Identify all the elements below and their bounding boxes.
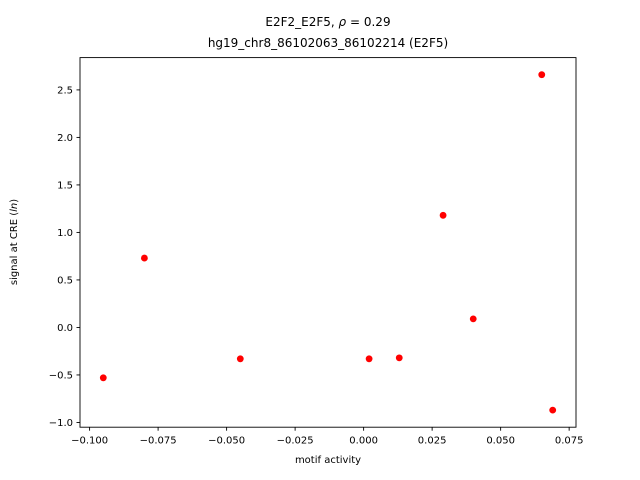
x-tick-label: 0.050 (486, 436, 515, 447)
x-axis-label: motif activity (295, 455, 361, 466)
y-tick-label: 1.0 (57, 228, 73, 239)
y-axis-label: signal at CRE (ln) (9, 199, 20, 285)
data-point (549, 406, 557, 414)
data-point (99, 374, 107, 382)
axis-ticks-group: −0.100 −0.075 −0.050 −0.025 0.000 0.025 0.050 0… (49, 85, 584, 446)
chart-title-rho: ρ (339, 15, 347, 29)
plot-frame-group (79, 57, 577, 428)
y-axis-label-italic: ln (9, 203, 20, 212)
data-point (236, 355, 244, 363)
y-tick-label: 0.5 (57, 275, 73, 286)
chart-title: E2F2_E2F5, ρ = 0.29 (265, 15, 390, 29)
x-tick-label: −0.050 (208, 436, 245, 447)
x-tick-label: 0.075 (555, 436, 584, 447)
x-tick-label: −0.025 (277, 436, 314, 447)
x-tick-label: 0.000 (349, 436, 378, 447)
x-tick-label: 0.025 (418, 436, 447, 447)
x-tick-label: −0.075 (140, 436, 177, 447)
data-point (365, 355, 373, 363)
y-tick-label: −1.0 (49, 418, 73, 429)
chart-title-prefix: E2F2_E2F5, (265, 15, 338, 29)
y-axis-label-suffix: ) (9, 199, 20, 203)
data-point (538, 71, 546, 79)
y-tick-label: 0.0 (57, 323, 73, 334)
y-tick-label: 2.5 (57, 85, 73, 96)
y-axis-label-prefix: signal at CRE ( (9, 212, 20, 285)
chart-subtitle: hg19_chr8_86102063_86102214 (E2F5) (208, 36, 448, 50)
data-point (439, 211, 447, 219)
data-points-group (99, 71, 557, 414)
y-tick-label: 1.5 (57, 180, 73, 191)
y-tick-label: 2.0 (57, 133, 73, 144)
data-point (469, 315, 477, 323)
data-point (395, 354, 403, 362)
chart-title-suffix: = 0.29 (346, 15, 390, 29)
plot-frame (79, 57, 577, 428)
data-point (140, 254, 148, 262)
y-tick-label: −0.5 (49, 370, 73, 381)
x-tick-label: −0.100 (71, 436, 108, 447)
